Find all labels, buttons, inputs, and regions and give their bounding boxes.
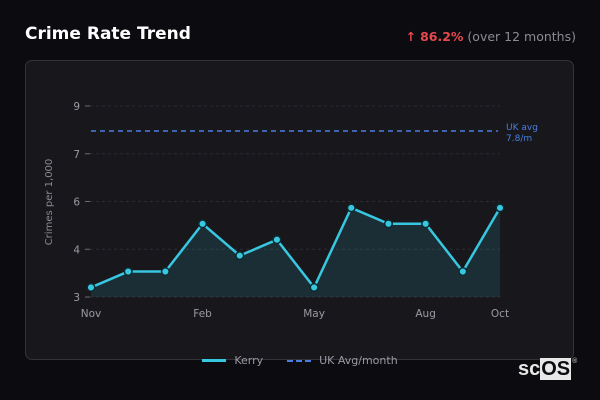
chart-card — [25, 60, 574, 360]
x-tick-label: Oct — [491, 308, 509, 320]
uk-avg-annotation-value: 7.8/m — [506, 134, 532, 144]
page-title: Crime Rate Trend — [25, 24, 191, 44]
y-axis-label: Crimes per 1,000 — [44, 159, 55, 246]
data-point[interactable] — [346, 203, 356, 213]
data-point[interactable] — [272, 235, 282, 245]
y-tick-label: 7 — [73, 149, 80, 161]
data-point[interactable] — [421, 219, 431, 229]
change-note: (over 12 months) — [467, 29, 576, 44]
data-point[interactable] — [123, 266, 133, 277]
data-point[interactable] — [197, 219, 208, 229]
x-tick-label: May — [303, 308, 325, 320]
data-point[interactable] — [235, 251, 245, 261]
legend-item-kerry[interactable]: Kerry — [202, 354, 263, 367]
data-point[interactable] — [383, 219, 394, 229]
kerry-line — [90, 206, 502, 290]
solid-line-icon — [202, 359, 227, 362]
y-tick-label: 4 — [73, 244, 80, 256]
change-summary: ↑ 86.2% (over 12 months) — [406, 29, 576, 44]
data-point[interactable] — [160, 266, 170, 277]
scos-logo: scOS ® — [518, 358, 578, 380]
data-point[interactable] — [86, 282, 96, 293]
y-tick-label: 6 — [73, 197, 80, 209]
x-tick-label: Nov — [81, 308, 102, 320]
dashed-line-icon — [287, 359, 312, 362]
kerry-area — [91, 207, 500, 297]
data-point[interactable] — [309, 282, 319, 293]
legend-item-uk-avg[interactable]: UK Avg/month — [287, 354, 398, 367]
x-tick-label: Aug — [415, 308, 436, 320]
y-tick-label: 9 — [73, 101, 80, 113]
data-point[interactable] — [495, 203, 505, 213]
y-tick-label: 3 — [73, 292, 80, 304]
legend: Kerry UK Avg/month — [0, 354, 600, 367]
data-point[interactable] — [458, 266, 468, 277]
x-tick-label: Feb — [193, 308, 212, 320]
uk-avg-annotation: UK avg — [506, 123, 538, 133]
change-value: 86.2% — [420, 29, 464, 44]
up-arrow-icon: ↑ — [405, 29, 417, 44]
